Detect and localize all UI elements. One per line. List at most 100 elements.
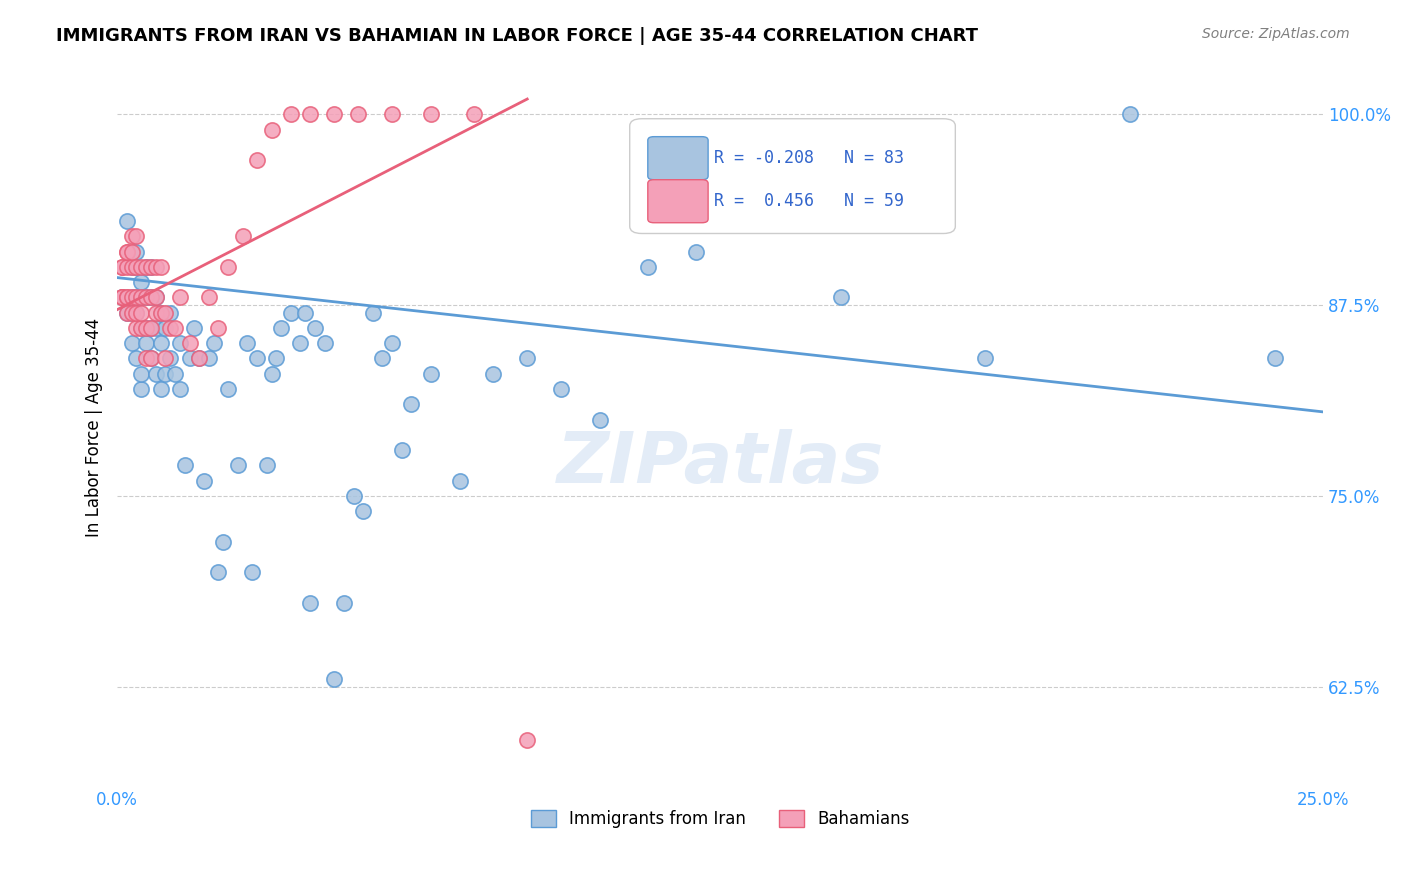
Point — [323, 672, 346, 686]
Point — [588, 412, 610, 426]
Point — [115, 244, 138, 259]
Point — [115, 260, 138, 274]
Point — [314, 336, 336, 351]
Point — [516, 733, 538, 747]
Point — [830, 290, 852, 304]
Point — [149, 336, 172, 351]
Point — [294, 306, 316, 320]
Point — [115, 244, 138, 259]
Point — [381, 336, 404, 351]
Point — [149, 306, 172, 320]
Point — [299, 596, 322, 610]
Point — [111, 290, 134, 304]
Point — [115, 290, 138, 304]
Point — [155, 351, 177, 366]
Point — [212, 534, 235, 549]
Point — [131, 306, 153, 320]
Point — [323, 107, 346, 121]
Point — [121, 290, 143, 304]
Point — [550, 382, 572, 396]
Point — [304, 321, 326, 335]
Point — [149, 306, 172, 320]
Point — [145, 306, 167, 320]
Point — [139, 290, 162, 304]
Text: ZIPatlas: ZIPatlas — [557, 428, 884, 498]
Point — [125, 321, 148, 335]
Point — [419, 107, 441, 121]
Point — [207, 565, 229, 579]
Point — [125, 229, 148, 244]
Point — [135, 321, 157, 335]
Point — [290, 336, 312, 351]
Point — [121, 306, 143, 320]
Point — [139, 351, 162, 366]
Point — [135, 290, 157, 304]
Point — [482, 367, 505, 381]
Point — [198, 290, 221, 304]
Point — [240, 565, 263, 579]
Point — [188, 351, 211, 366]
Point — [246, 351, 269, 366]
Point — [111, 290, 134, 304]
Point — [121, 290, 143, 304]
Point — [165, 367, 187, 381]
Point — [391, 443, 413, 458]
Point — [139, 260, 162, 274]
Point — [155, 321, 177, 335]
Point — [121, 306, 143, 320]
Point — [125, 306, 148, 320]
Point — [1119, 107, 1142, 121]
Point — [139, 351, 162, 366]
Point — [159, 306, 181, 320]
Point — [352, 504, 374, 518]
Point — [145, 290, 167, 304]
Point — [266, 351, 288, 366]
Point — [139, 260, 162, 274]
Point — [125, 351, 148, 366]
Point — [145, 260, 167, 274]
Point — [121, 229, 143, 244]
Point — [115, 214, 138, 228]
Point — [155, 306, 177, 320]
Point — [111, 290, 134, 304]
FancyBboxPatch shape — [630, 119, 955, 234]
Point — [139, 290, 162, 304]
Point — [149, 260, 172, 274]
Point — [198, 351, 221, 366]
Point — [207, 321, 229, 335]
Point — [145, 321, 167, 335]
Point — [685, 244, 707, 259]
Point — [145, 367, 167, 381]
Point — [371, 351, 394, 366]
Point — [131, 321, 153, 335]
Point — [270, 321, 292, 335]
Point — [226, 458, 249, 473]
Point — [135, 260, 157, 274]
Point — [202, 336, 225, 351]
Point — [361, 306, 384, 320]
Point — [135, 351, 157, 366]
Point — [139, 321, 162, 335]
Point — [169, 290, 191, 304]
Point — [260, 122, 283, 136]
Text: IMMIGRANTS FROM IRAN VS BAHAMIAN IN LABOR FORCE | AGE 35-44 CORRELATION CHART: IMMIGRANTS FROM IRAN VS BAHAMIAN IN LABO… — [56, 27, 979, 45]
Legend: Immigrants from Iran, Bahamians: Immigrants from Iran, Bahamians — [524, 804, 917, 835]
Point — [145, 290, 167, 304]
Point — [188, 351, 211, 366]
Point — [1264, 351, 1286, 366]
Point — [131, 367, 153, 381]
Point — [165, 321, 187, 335]
Point — [131, 290, 153, 304]
Point — [974, 351, 997, 366]
Point — [131, 382, 153, 396]
Point — [135, 336, 157, 351]
Point — [131, 290, 153, 304]
Point — [217, 382, 239, 396]
Text: R = -0.208   N = 83: R = -0.208 N = 83 — [714, 149, 904, 167]
Point — [179, 336, 201, 351]
Point — [183, 321, 205, 335]
Point — [381, 107, 404, 121]
Point — [135, 260, 157, 274]
Point — [280, 306, 302, 320]
Point — [115, 306, 138, 320]
